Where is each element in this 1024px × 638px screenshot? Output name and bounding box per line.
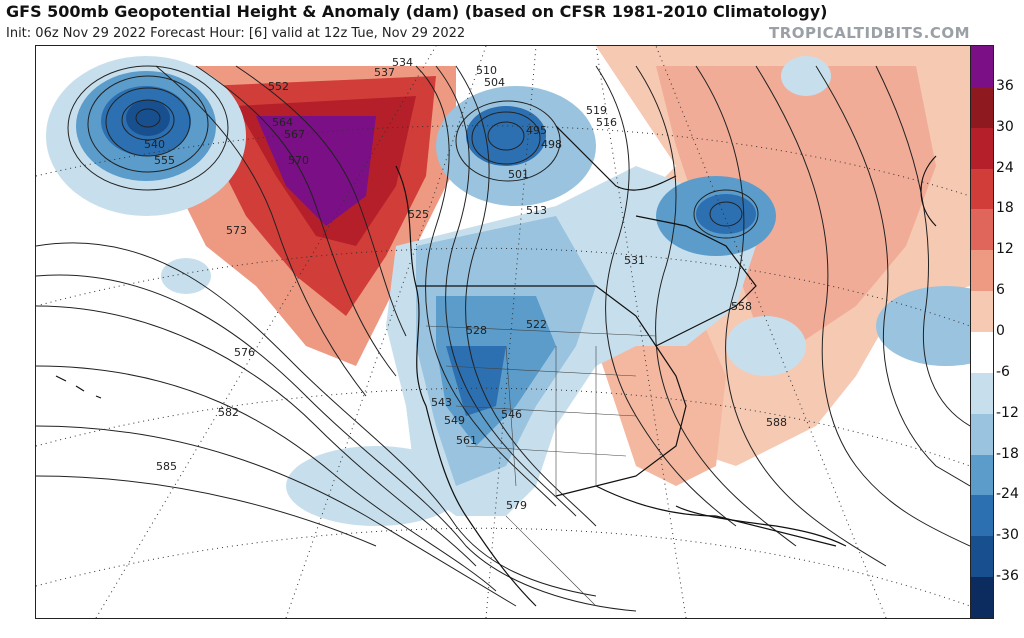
height-contour-label: 579 <box>506 499 527 512</box>
colorbar-tick-label: -12 <box>996 404 1019 421</box>
height-contour-label: 522 <box>526 318 547 331</box>
height-contour-label: 558 <box>731 300 752 313</box>
colorbar-segment <box>971 209 993 251</box>
colorbar-segment <box>971 495 993 537</box>
height-contour-label: 513 <box>526 204 547 217</box>
colorbar-segment <box>971 536 993 578</box>
colorbar-tick-label: 24 <box>996 159 1014 176</box>
height-contour-label: 549 <box>444 414 465 427</box>
height-contour-label: 585 <box>156 460 177 473</box>
colorbar-tick-label: -18 <box>996 445 1019 462</box>
colorbar-segment <box>971 168 993 210</box>
height-contour-label: 576 <box>234 346 255 359</box>
colorbar-tick-label: -30 <box>996 527 1019 544</box>
borders <box>425 325 657 607</box>
height-contour-label: 534 <box>392 56 413 69</box>
colorbar-tick-label: -24 <box>996 486 1019 503</box>
height-contour-label: 516 <box>596 116 617 129</box>
colorbar-tick-label: -6 <box>996 363 1010 380</box>
height-contour-label: 564 <box>272 116 293 129</box>
height-contour-label: 525 <box>408 208 429 221</box>
colorbar-tick-label: 36 <box>996 77 1014 94</box>
height-contour-label: 519 <box>586 104 607 117</box>
colorbar-tick-label: 30 <box>996 118 1014 135</box>
height-contour-label: 543 <box>431 396 452 409</box>
colorbar-segment <box>971 332 993 374</box>
height-contour-label: 555 <box>154 154 175 167</box>
height-label-layer: 5105044954985015135165195225255285315345… <box>144 56 787 512</box>
colorbar-segment <box>971 86 993 129</box>
colorbar-tick-label: 18 <box>996 200 1014 217</box>
colorbar-tick-label: -36 <box>996 568 1019 585</box>
brand-watermark: TROPICALTIDBITS.COM <box>769 24 970 42</box>
height-contour-label: 510 <box>476 64 497 77</box>
colorbar-tick-label: 12 <box>996 241 1014 258</box>
colorbar-segment <box>971 454 993 496</box>
height-contour-label: 537 <box>374 66 395 79</box>
colorbar-segment <box>971 127 993 170</box>
coastlines <box>55 125 937 607</box>
colorbar-segment <box>971 372 993 415</box>
height-contour-label: 561 <box>456 434 477 447</box>
colorbar-segment <box>971 413 993 456</box>
forecast-info: Init: 06z Nov 29 2022 Forecast Hour: [6]… <box>6 26 466 41</box>
height-contour-label: 504 <box>484 76 505 89</box>
colorbar-segment <box>971 250 993 292</box>
height-contour-label: 501 <box>508 168 529 181</box>
graticule <box>36 46 970 618</box>
colorbar-segment <box>971 46 993 88</box>
height-contour-label: 546 <box>501 408 522 421</box>
height-contour-label: 540 <box>144 138 165 151</box>
height-contour-label: 570 <box>288 154 309 167</box>
anomaly-colorbar <box>970 45 994 619</box>
colorbar-tick-label: 6 <box>996 282 1005 299</box>
height-contour-label: 582 <box>218 406 239 419</box>
anomaly-fills <box>36 46 970 618</box>
height-contours <box>36 65 970 612</box>
height-contour-label: 567 <box>284 128 305 141</box>
height-contour-label: 531 <box>624 254 645 267</box>
colorbar-segment <box>971 577 993 619</box>
height-contour-label: 528 <box>466 324 487 337</box>
height-contour-label: 588 <box>766 416 787 429</box>
colorbar-segment <box>971 291 993 333</box>
chart-title: GFS 500mb Geopotential Height & Anomaly … <box>6 2 828 21</box>
weather-map: 5105044954985015135165195225255285315345… <box>36 46 970 618</box>
height-contour-label: 552 <box>268 80 289 93</box>
colorbar-tick-label: 0 <box>996 323 1005 339</box>
height-contour-label: 573 <box>226 224 247 237</box>
map-panel: 510 504 495 498 501 513 516 519 522 525 528 531 534 5… <box>35 45 971 619</box>
height-contour-label: 495 <box>526 124 547 137</box>
height-contour-label: 498 <box>541 138 562 151</box>
